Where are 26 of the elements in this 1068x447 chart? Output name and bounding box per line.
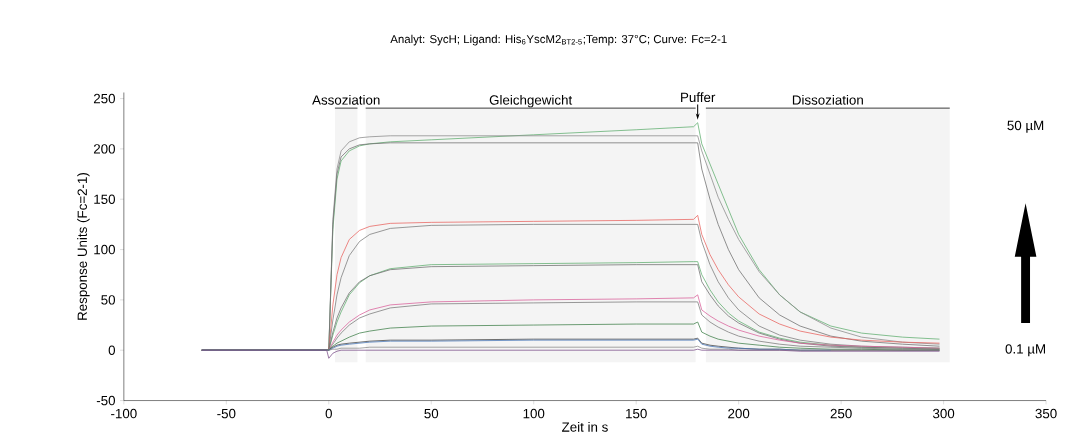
x-tick-label: 150 bbox=[626, 408, 647, 419]
annotation: Puffer bbox=[681, 92, 716, 102]
y-tick-label: -50 bbox=[96, 395, 116, 406]
x-tick-label: 100 bbox=[523, 408, 545, 419]
band-label: Gleichgewicht bbox=[489, 94, 573, 108]
band-label: Assoziation bbox=[312, 94, 380, 105]
x-tick-label: 350 bbox=[1035, 408, 1057, 419]
y-tick-label: 0 bbox=[108, 345, 116, 355]
x-axis-title: Zeit in s bbox=[562, 421, 608, 432]
x-tick-label: 200 bbox=[728, 408, 750, 419]
y-tick-label: 50 bbox=[101, 295, 116, 305]
band-label: Dissoziation bbox=[792, 94, 863, 105]
x-tick-label: -50 bbox=[217, 408, 236, 419]
y-tick-label: 250 bbox=[93, 93, 116, 104]
x-tick-label: 250 bbox=[830, 408, 852, 419]
y-axis-title: Response Units (Fc=2-1) bbox=[77, 172, 90, 320]
y-tick-label: 100 bbox=[94, 244, 116, 255]
x-tick-label: 300 bbox=[932, 408, 955, 419]
y-tick-label: 200 bbox=[93, 144, 116, 154]
x-tick-label: 50 bbox=[424, 408, 439, 419]
x-tick-label: 0 bbox=[325, 408, 332, 419]
chart-title: Analyt: SycH; Ligand: His$_{6}$YscM2$_{BT2-5}$;Temp: 37°C; Curve: Fc=2-1 bbox=[390, 34, 727, 46]
annotation: 0.1 µM bbox=[1005, 344, 1045, 357]
annotation: 50 µM bbox=[1007, 120, 1044, 133]
x-tick-label: -100 bbox=[111, 408, 137, 419]
y-tick-label: 150 bbox=[94, 194, 116, 204]
